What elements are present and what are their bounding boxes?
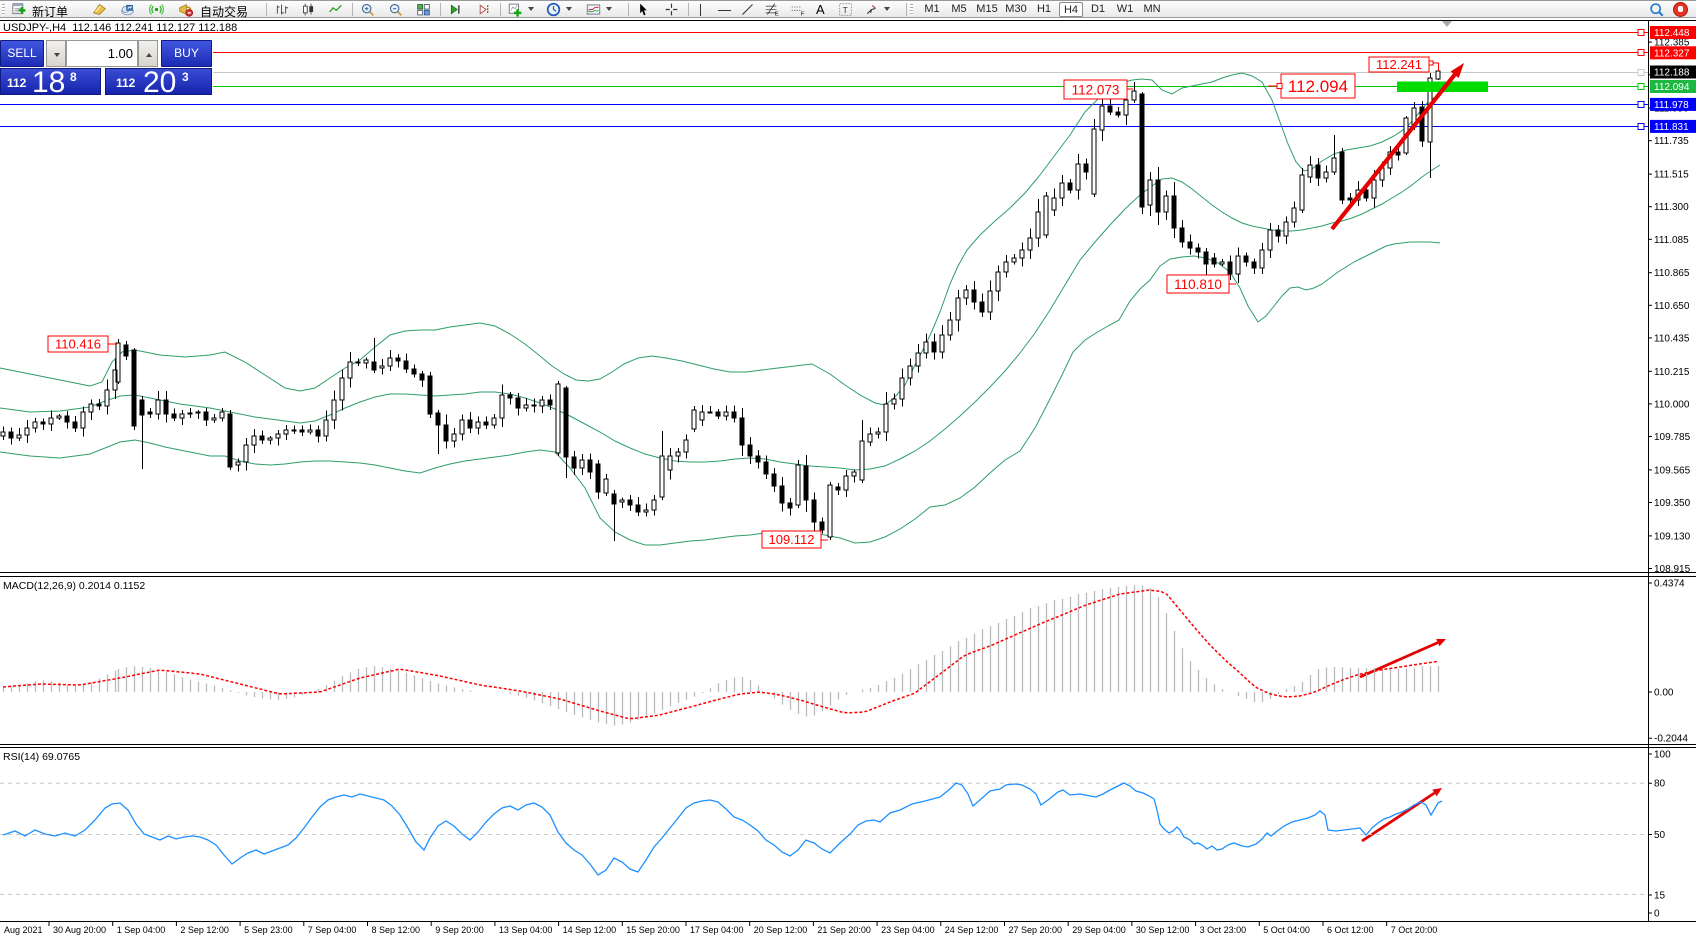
svg-text:F: F — [801, 11, 805, 17]
svg-text:110.810: 110.810 — [1174, 277, 1222, 292]
svg-text:112.073: 112.073 — [1072, 82, 1120, 97]
svg-text:1 Sep 04:00: 1 Sep 04:00 — [117, 925, 166, 935]
svg-text:80: 80 — [1654, 779, 1666, 790]
svg-text:111.735: 111.735 — [1654, 136, 1689, 147]
svg-text:50: 50 — [1654, 830, 1666, 841]
svg-text:111.300: 111.300 — [1654, 202, 1689, 213]
svg-text:112.094: 112.094 — [1654, 82, 1690, 93]
svg-text:108.915: 108.915 — [1654, 564, 1691, 575]
svg-text:112.241: 112.241 — [1376, 57, 1422, 72]
svg-text:30 Aug 20:00: 30 Aug 20:00 — [53, 925, 106, 935]
svg-text:7 Oct 20:00: 7 Oct 20:00 — [1391, 925, 1438, 935]
svg-text:0.00: 0.00 — [1654, 688, 1674, 699]
svg-text:109.130: 109.130 — [1654, 531, 1691, 542]
svg-text:109.785: 109.785 — [1654, 432, 1691, 443]
svg-text:21 Sep 20:00: 21 Sep 20:00 — [817, 925, 871, 935]
svg-text:2 Sep 12:00: 2 Sep 12:00 — [180, 925, 229, 935]
svg-text:30 Sep 12:00: 30 Sep 12:00 — [1136, 925, 1190, 935]
svg-text:110.435: 110.435 — [1654, 333, 1690, 344]
svg-text:MACD(12,26,9) 0.2014 0.1152: MACD(12,26,9) 0.2014 0.1152 — [3, 580, 145, 592]
svg-text:RSI(14) 69.0765: RSI(14) 69.0765 — [3, 751, 80, 763]
svg-text:5 Sep 23:00: 5 Sep 23:00 — [244, 925, 293, 935]
svg-text:-0.2044: -0.2044 — [1654, 734, 1688, 745]
svg-text:29 Sep 04:00: 29 Sep 04:00 — [1072, 925, 1126, 935]
svg-text:112.094: 112.094 — [1288, 77, 1348, 96]
svg-text:110.215: 110.215 — [1654, 367, 1690, 378]
svg-text:110.416: 110.416 — [55, 337, 101, 352]
svg-text:111.978: 111.978 — [1654, 100, 1689, 111]
svg-text:100: 100 — [1654, 750, 1671, 761]
svg-text:0: 0 — [1654, 909, 1660, 920]
svg-text:T: T — [843, 5, 848, 15]
svg-text:110.000: 110.000 — [1654, 399, 1690, 410]
svg-text:6 Oct 12:00: 6 Oct 12:00 — [1327, 925, 1374, 935]
svg-text:109.112: 109.112 — [768, 532, 814, 547]
svg-text:20 Sep 12:00: 20 Sep 12:00 — [754, 925, 808, 935]
svg-text:15 Sep 20:00: 15 Sep 20:00 — [626, 925, 680, 935]
svg-text:15: 15 — [1654, 891, 1666, 902]
svg-text:112.448: 112.448 — [1654, 28, 1690, 39]
svg-text:112.385: 112.385 — [1654, 38, 1690, 49]
svg-text:13 Sep 04:00: 13 Sep 04:00 — [499, 925, 553, 935]
svg-text:7 Sep 04:00: 7 Sep 04:00 — [308, 925, 357, 935]
svg-text:17 Sep 04:00: 17 Sep 04:00 — [690, 925, 744, 935]
svg-text:23 Sep 04:00: 23 Sep 04:00 — [881, 925, 935, 935]
svg-text:USDJPY-,H4 112.146 112.241 11: USDJPY-,H4 112.146 112.241 112.127 112.1… — [3, 22, 237, 34]
svg-text:24 Sep 12:00: 24 Sep 12:00 — [945, 925, 999, 935]
svg-text:9 Sep 20:00: 9 Sep 20:00 — [435, 925, 484, 935]
svg-text:110.865: 110.865 — [1654, 268, 1690, 279]
svg-text:109.350: 109.350 — [1654, 498, 1691, 509]
svg-text:110.650: 110.650 — [1654, 301, 1690, 312]
svg-text:14 Sep 12:00: 14 Sep 12:00 — [563, 925, 617, 935]
svg-text:0.4374: 0.4374 — [1654, 579, 1685, 590]
svg-text:111.085: 111.085 — [1654, 235, 1689, 246]
svg-text:3 Oct 23:00: 3 Oct 23:00 — [1200, 925, 1247, 935]
svg-text:111.515: 111.515 — [1654, 170, 1689, 181]
svg-text:112.327: 112.327 — [1654, 48, 1690, 59]
svg-text:Aug 2021: Aug 2021 — [4, 925, 43, 935]
svg-text:5 Oct 04:00: 5 Oct 04:00 — [1263, 925, 1310, 935]
svg-text:112.188: 112.188 — [1654, 68, 1690, 79]
svg-text:111.831: 111.831 — [1654, 122, 1689, 133]
svg-text:8 Sep 12:00: 8 Sep 12:00 — [372, 925, 421, 935]
svg-text:E: E — [775, 11, 779, 17]
svg-text:109.565: 109.565 — [1654, 465, 1691, 476]
svg-text:27 Sep 20:00: 27 Sep 20:00 — [1009, 925, 1063, 935]
